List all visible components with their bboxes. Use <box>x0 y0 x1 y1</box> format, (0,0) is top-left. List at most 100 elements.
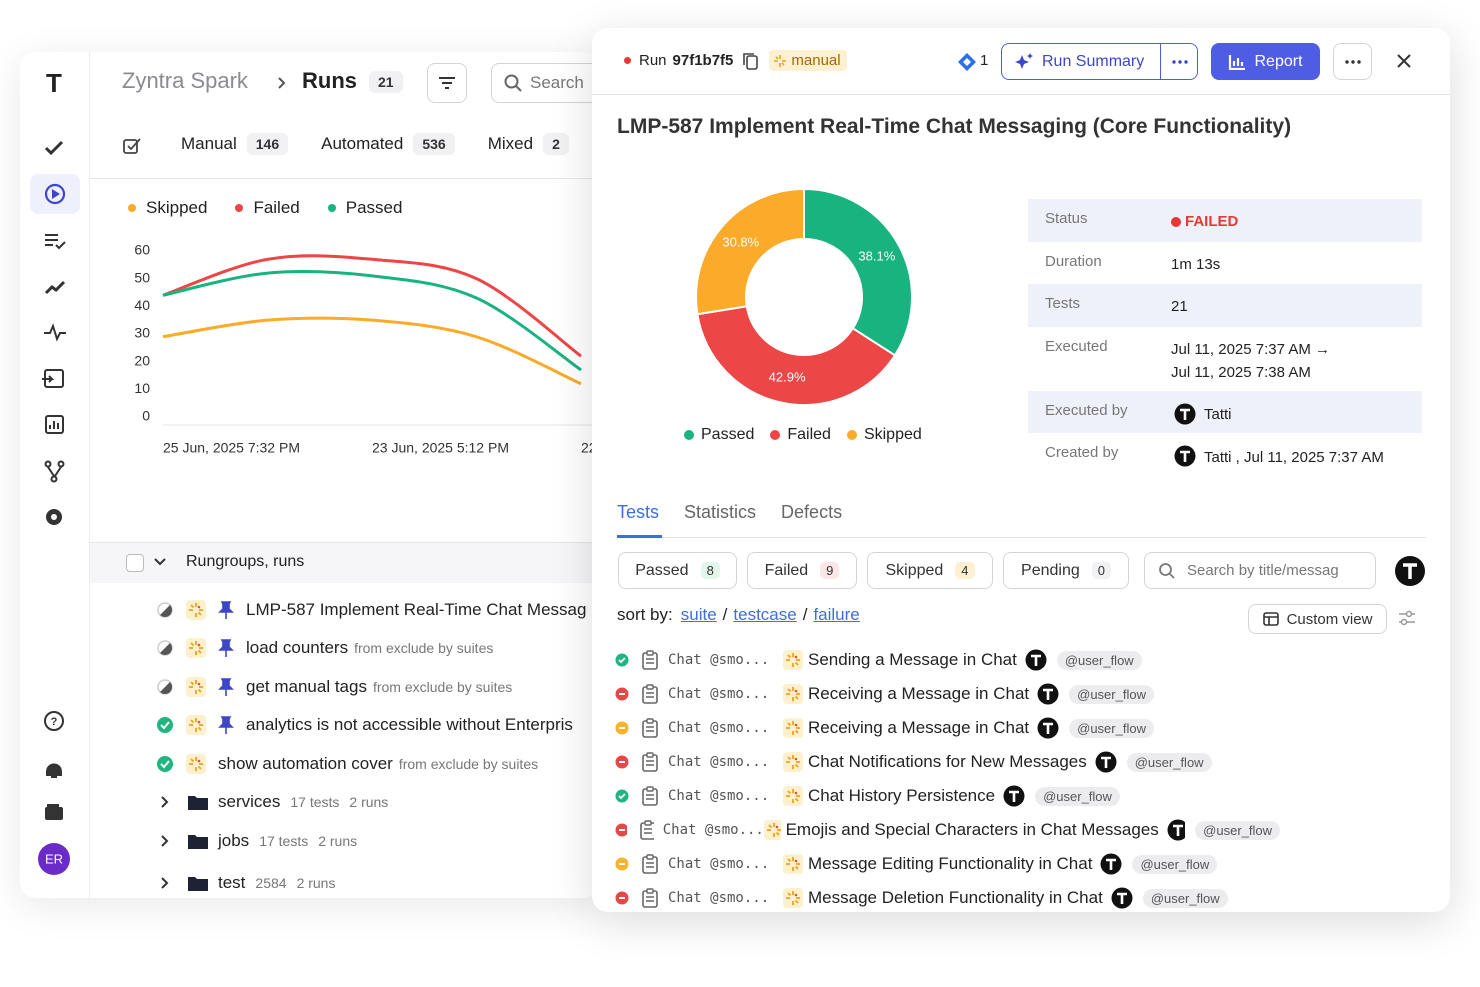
folder-icon <box>188 877 208 891</box>
run-type-filter[interactable]: Automated 536 <box>321 133 455 155</box>
more-button[interactable] <box>1333 43 1372 80</box>
select-all-checkbox[interactable] <box>126 554 144 572</box>
legend-item[interactable]: Passed <box>327 198 403 218</box>
filter-button[interactable] <box>427 63 467 103</box>
pin-icon <box>218 639 234 657</box>
legend-label: Skipped <box>863 426 922 443</box>
y-tick-label: 0 <box>142 408 150 424</box>
run-row[interactable]: LMP-587 Implement Real-Time Chat Messag <box>156 598 586 622</box>
folder-row[interactable]: test 2584 2 runs <box>160 871 335 895</box>
status-filter[interactable]: Pending 0 <box>1003 552 1129 589</box>
test-status <box>615 755 629 769</box>
status-filter[interactable]: Passed 8 <box>618 552 737 589</box>
test-row[interactable]: Chat @smo... Emojis and Special Character… <box>615 817 1280 843</box>
test-title: Emojis and Special Characters in Chat Me… <box>785 820 1159 839</box>
run-row[interactable]: analytics is not accessible without Ente… <box>156 713 573 737</box>
run-type-filter[interactable]: Manual 146 <box>181 133 289 155</box>
legend-dot <box>684 430 694 440</box>
detail-row: Status FAILED <box>1028 199 1422 242</box>
user-avatar[interactable] <box>1394 555 1426 587</box>
donut-value-label: 38.1% <box>858 249 895 264</box>
close-button[interactable] <box>1396 53 1412 69</box>
test-search[interactable]: Search by title/messag <box>1144 552 1376 589</box>
run-row[interactable]: load counters from exclude by suites <box>156 636 493 660</box>
issue-count[interactable]: 1 <box>980 52 989 69</box>
summary-more[interactable] <box>1160 44 1198 79</box>
run-type-icon <box>186 754 206 774</box>
test-row[interactable]: Chat @smo... Sending a Message in Chat @us… <box>615 647 1280 673</box>
suite-icon <box>642 684 658 704</box>
active-tab-indicator <box>617 535 662 538</box>
run-row[interactable]: show automation cover from exclude by sui… <box>156 752 538 776</box>
legend-item[interactable]: Skipped <box>846 426 922 444</box>
tab[interactable]: Statistics <box>684 502 757 522</box>
folder-name: services <box>218 792 281 811</box>
user-avatar <box>1174 403 1196 424</box>
custom-view-button[interactable]: Custom view <box>1248 604 1387 634</box>
folder-tests: 17 tests <box>290 794 340 810</box>
status-filter[interactable]: Skipped 4 <box>867 552 993 589</box>
line-chart: 0 10 20 30 40 50 60 25 Jun, 2025 7:32 PM 23 Jun,… <box>134 242 600 456</box>
test-row[interactable]: Chat @smo... Receiving a Message in Chat @… <box>615 681 1280 707</box>
suite-icon <box>639 820 654 840</box>
test-title: Chat Notifications for New Messages <box>808 752 1087 771</box>
run-title: get manual tags <box>246 677 367 696</box>
sort-option[interactable]: testcase <box>733 605 797 624</box>
test-row[interactable]: Chat @smo... Message Deletion Functionali… <box>615 885 1280 911</box>
x-tick-label: 23 Jun, 2025 5:12 PM <box>372 440 509 456</box>
legend-item[interactable]: Skipped <box>128 198 207 218</box>
y-tick-label: 60 <box>134 242 150 258</box>
test-row[interactable]: Chat @smo... Chat History Persistence @use… <box>615 783 1280 809</box>
sort-separator: / <box>722 605 728 624</box>
search-box[interactable]: Search <box>491 63 600 103</box>
legend-item[interactable]: Failed <box>770 426 831 444</box>
test-tag: @user_flow <box>1069 718 1154 738</box>
user-avatar <box>1174 445 1196 467</box>
donut-segment <box>803 187 913 357</box>
test-type-icon <box>783 650 803 670</box>
tab[interactable]: Tests <box>617 502 660 522</box>
test-row[interactable]: Chat @smo... Receiving a Message in Chat @… <box>615 715 1280 741</box>
run-type-filter[interactable]: Mixed 2 <box>488 133 569 155</box>
legend-item[interactable]: Failed <box>235 198 300 218</box>
page-title: Runs <box>302 68 357 93</box>
test-row[interactable]: Chat @smo... Message Editing Functionalit… <box>615 851 1280 877</box>
copy-icon[interactable] <box>739 51 763 71</box>
report-button[interactable]: Report <box>1211 43 1320 80</box>
user-avatar[interactable]: ER <box>45 851 63 866</box>
run-detail-panel: Run 97f1b7f5 manual 1 Run Summary Report… <box>592 28 1450 912</box>
run-row[interactable]: get manual tags from exclude by suites <box>156 675 512 699</box>
detail-label: Tests <box>1045 295 1081 312</box>
status-filter[interactable]: Failed 9 <box>747 552 857 589</box>
author-avatar <box>1100 853 1122 875</box>
tab[interactable]: Defects <box>781 502 843 522</box>
line-series <box>162 254 582 358</box>
legend-dot <box>235 204 244 212</box>
suite-icon <box>642 888 658 908</box>
y-tick-label: 40 <box>134 297 150 313</box>
project-name[interactable]: Zyntra Spark <box>122 68 248 93</box>
run-source: from exclude by suites <box>398 756 539 772</box>
run-title: LMP-587 Implement Real-Time Chat Messag <box>246 600 587 619</box>
search-placeholder: Search by title/messag <box>1187 562 1339 579</box>
sort-row: sort by: suite / testcase / failure <box>617 605 860 625</box>
collapse-chevron[interactable] <box>153 557 167 567</box>
sort-option[interactable]: suite <box>680 605 717 624</box>
author-avatar <box>1167 819 1186 841</box>
search-icon <box>1159 562 1175 579</box>
sidebar: T ? ER <box>30 52 90 898</box>
sort-option[interactable]: failure <box>813 605 860 624</box>
status-filter-count: 0 <box>1091 562 1111 579</box>
donut-chart: 38.1% 42.9% 30.8% <box>695 187 913 406</box>
folder-runs: 2 runs <box>318 833 358 849</box>
settings-sliders[interactable] <box>1398 610 1416 626</box>
author-avatar <box>1111 887 1133 909</box>
test-row[interactable]: Chat @smo... Chat Notifications for New M… <box>615 749 1280 775</box>
pin-icon <box>218 678 234 696</box>
legend-label: Passed <box>345 198 403 217</box>
run-summary-button[interactable]: Run Summary <box>1001 43 1198 80</box>
folder-row[interactable]: services 17 tests 2 runs <box>160 790 388 814</box>
suite-icon <box>642 854 658 874</box>
legend-item[interactable]: Passed <box>684 426 754 444</box>
folder-row[interactable]: jobs 17 tests 2 runs <box>160 829 357 853</box>
